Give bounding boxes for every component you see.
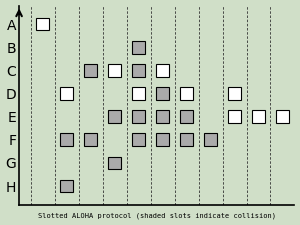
Bar bbox=[228, 110, 241, 123]
Bar bbox=[156, 64, 169, 77]
Bar bbox=[60, 180, 74, 192]
Bar bbox=[108, 64, 121, 77]
Bar bbox=[156, 133, 169, 146]
Bar bbox=[180, 110, 193, 123]
Bar bbox=[36, 18, 50, 30]
Bar bbox=[180, 133, 193, 146]
Bar bbox=[84, 64, 98, 77]
Bar bbox=[132, 110, 145, 123]
Bar bbox=[108, 157, 121, 169]
Bar bbox=[156, 110, 169, 123]
Bar bbox=[228, 87, 241, 100]
Bar bbox=[204, 133, 217, 146]
Bar bbox=[276, 110, 289, 123]
Bar bbox=[132, 64, 145, 77]
X-axis label: Slotted ALOHA protocol (shaded slots indicate collision): Slotted ALOHA protocol (shaded slots ind… bbox=[38, 213, 276, 219]
Bar bbox=[132, 133, 145, 146]
Bar bbox=[108, 110, 121, 123]
Bar bbox=[180, 87, 193, 100]
Bar bbox=[60, 87, 74, 100]
Bar bbox=[156, 87, 169, 100]
Bar bbox=[252, 110, 265, 123]
Bar bbox=[132, 87, 145, 100]
Bar bbox=[132, 41, 145, 54]
Bar bbox=[84, 133, 98, 146]
Bar bbox=[60, 133, 74, 146]
